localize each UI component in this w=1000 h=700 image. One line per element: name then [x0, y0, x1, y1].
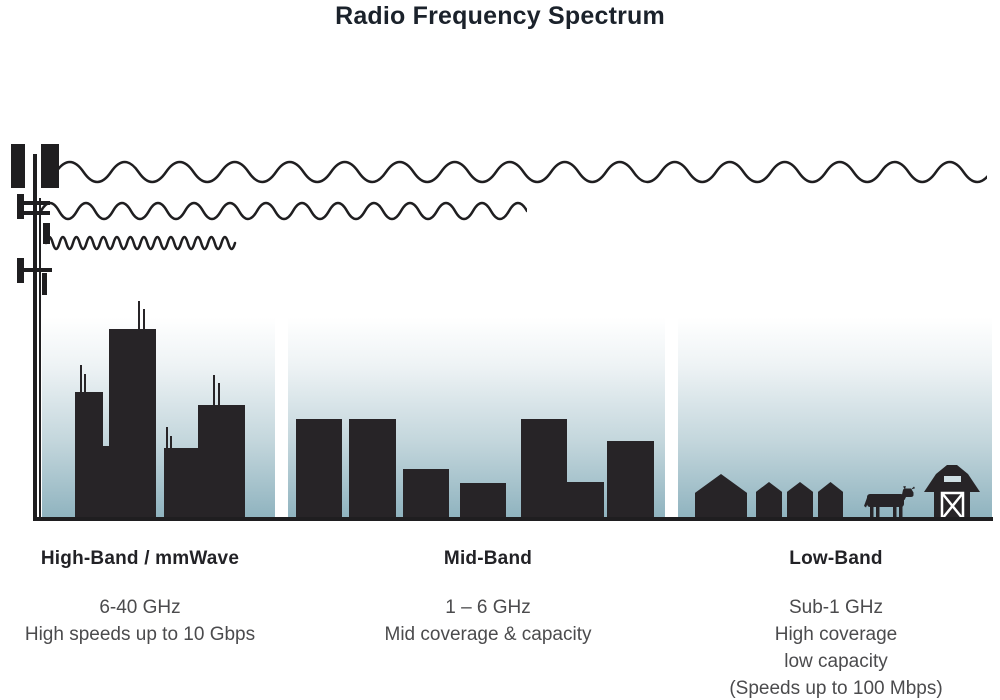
rooftop-antenna [80, 365, 82, 392]
high-band-frequency: 6-40 GHz [99, 597, 181, 618]
barn-loft-vent [944, 476, 961, 482]
rooftop-antenna [84, 374, 86, 392]
tower-antenna-stub [42, 273, 47, 295]
low-band-wave-icon [55, 160, 987, 184]
low-band-capacity: low capacity [784, 651, 888, 672]
high-band-wave-icon [45, 235, 237, 251]
tower-crossbar [23, 211, 50, 215]
tower-mast [33, 154, 37, 518]
tower-side-antenna [17, 258, 24, 283]
tower-crossbar [18, 201, 50, 205]
skyscraper [109, 329, 156, 518]
mid-band-heading: Mid-Band [443, 548, 533, 569]
building [296, 419, 342, 518]
skyscraper [164, 448, 198, 518]
tower-antenna-panel-left [11, 144, 25, 188]
barn-door [940, 491, 965, 520]
rooftop-antenna [170, 436, 172, 448]
building [607, 441, 654, 518]
tower-mast-secondary [39, 198, 41, 518]
tower-antenna-panel-right [41, 144, 59, 188]
high-band-label-group: High-Band / mmWave 6-40 GHz High speeds … [20, 548, 260, 648]
high-band-description: High speeds up to 10 Gbps [24, 624, 256, 645]
tower-side-antenna [43, 223, 50, 244]
tower-side-antenna [17, 194, 24, 219]
low-band-heading: Low-Band [789, 548, 883, 569]
building [567, 482, 604, 518]
rooftop-antenna [213, 375, 215, 405]
low-band-label-group: Low-Band Sub-1 GHz High coverage low cap… [716, 548, 956, 700]
page-title: Radio Frequency Spectrum [335, 2, 665, 30]
high-band-heading: High-Band / mmWave [40, 548, 240, 569]
cow-icon [864, 486, 915, 519]
building [460, 483, 506, 518]
low-band-frequency: Sub-1 GHz [789, 597, 883, 618]
low-band-speed: (Speeds up to 100 Mbps) [729, 678, 943, 699]
skyscraper [75, 392, 103, 518]
mid-band-wave-icon [40, 201, 527, 221]
rooftop-antenna [138, 301, 140, 329]
barn-icon [924, 465, 980, 520]
rooftop-antenna [166, 427, 168, 448]
mid-band-description: Mid coverage & capacity [384, 624, 592, 645]
building [349, 419, 396, 518]
mid-band-frequency: 1 – 6 GHz [445, 597, 531, 618]
ground-line [33, 517, 993, 521]
building [403, 469, 449, 518]
rooftop-antenna [143, 309, 145, 329]
building [521, 419, 567, 518]
skyscraper [198, 405, 245, 518]
skyscraper [103, 446, 109, 518]
low-band-coverage: High coverage [774, 624, 898, 645]
mid-band-label-group: Mid-Band 1 – 6 GHz Mid coverage & capaci… [368, 548, 608, 648]
tower-crossbar [18, 268, 52, 272]
rooftop-antenna [218, 383, 220, 405]
